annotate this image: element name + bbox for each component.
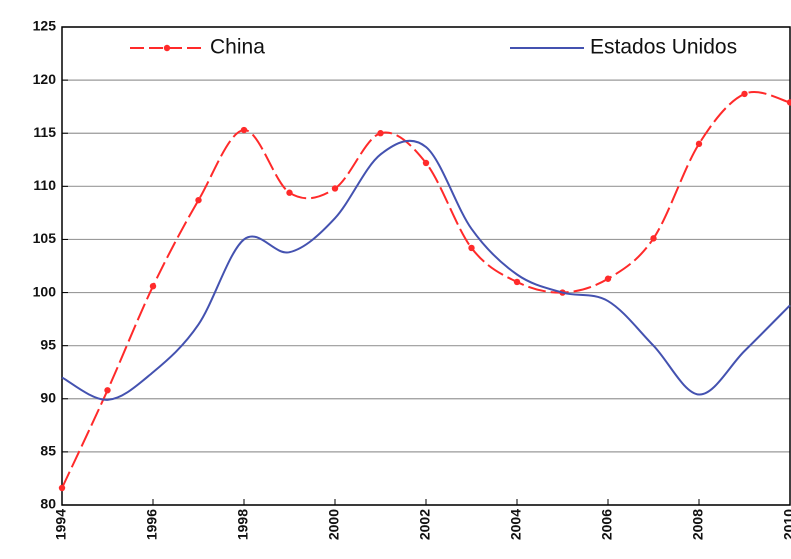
x-tick-label: 2002 xyxy=(417,509,433,540)
y-tick-label: 95 xyxy=(40,336,56,352)
x-tick-label: 2008 xyxy=(690,509,706,540)
series-point xyxy=(741,90,748,98)
series-point xyxy=(650,235,657,242)
series-point xyxy=(468,244,475,252)
series-point xyxy=(104,387,111,394)
series-point xyxy=(331,185,339,192)
series-point xyxy=(513,278,521,286)
x-tick-label: 2006 xyxy=(599,509,615,540)
x-tick-label: 1998 xyxy=(235,509,251,540)
series-point xyxy=(240,126,248,134)
x-tick-label: 2010 xyxy=(781,509,791,540)
x-tick-label: 1994 xyxy=(53,509,69,540)
y-tick-label: 100 xyxy=(33,283,57,299)
y-tick-label: 110 xyxy=(33,177,56,193)
x-tick-label: 2000 xyxy=(326,509,342,540)
series-point xyxy=(422,159,430,167)
legend-label: Estados Unidos xyxy=(590,36,737,59)
series-point xyxy=(377,130,384,137)
y-tick-label: 125 xyxy=(33,18,57,34)
y-tick-label: 85 xyxy=(40,443,56,459)
y-tick-label: 115 xyxy=(33,124,56,140)
y-tick-label: 90 xyxy=(40,389,56,405)
plot-frame xyxy=(61,26,791,506)
series-point xyxy=(149,282,157,290)
y-tick-label: 105 xyxy=(33,230,57,246)
series-line xyxy=(61,139,791,401)
y-tick-label: 120 xyxy=(33,71,57,87)
series-point xyxy=(786,99,791,106)
series-point xyxy=(195,196,202,204)
series-point xyxy=(604,275,612,282)
x-tick-label: 1996 xyxy=(144,509,160,540)
legend-marker xyxy=(163,44,171,52)
series-point xyxy=(695,140,703,148)
series-line xyxy=(61,91,791,489)
legend-label: China xyxy=(210,36,265,59)
y-tick-label: 80 xyxy=(40,496,56,512)
x-tick-label: 2004 xyxy=(508,509,524,540)
series-point xyxy=(58,484,66,492)
series-point xyxy=(286,189,293,196)
